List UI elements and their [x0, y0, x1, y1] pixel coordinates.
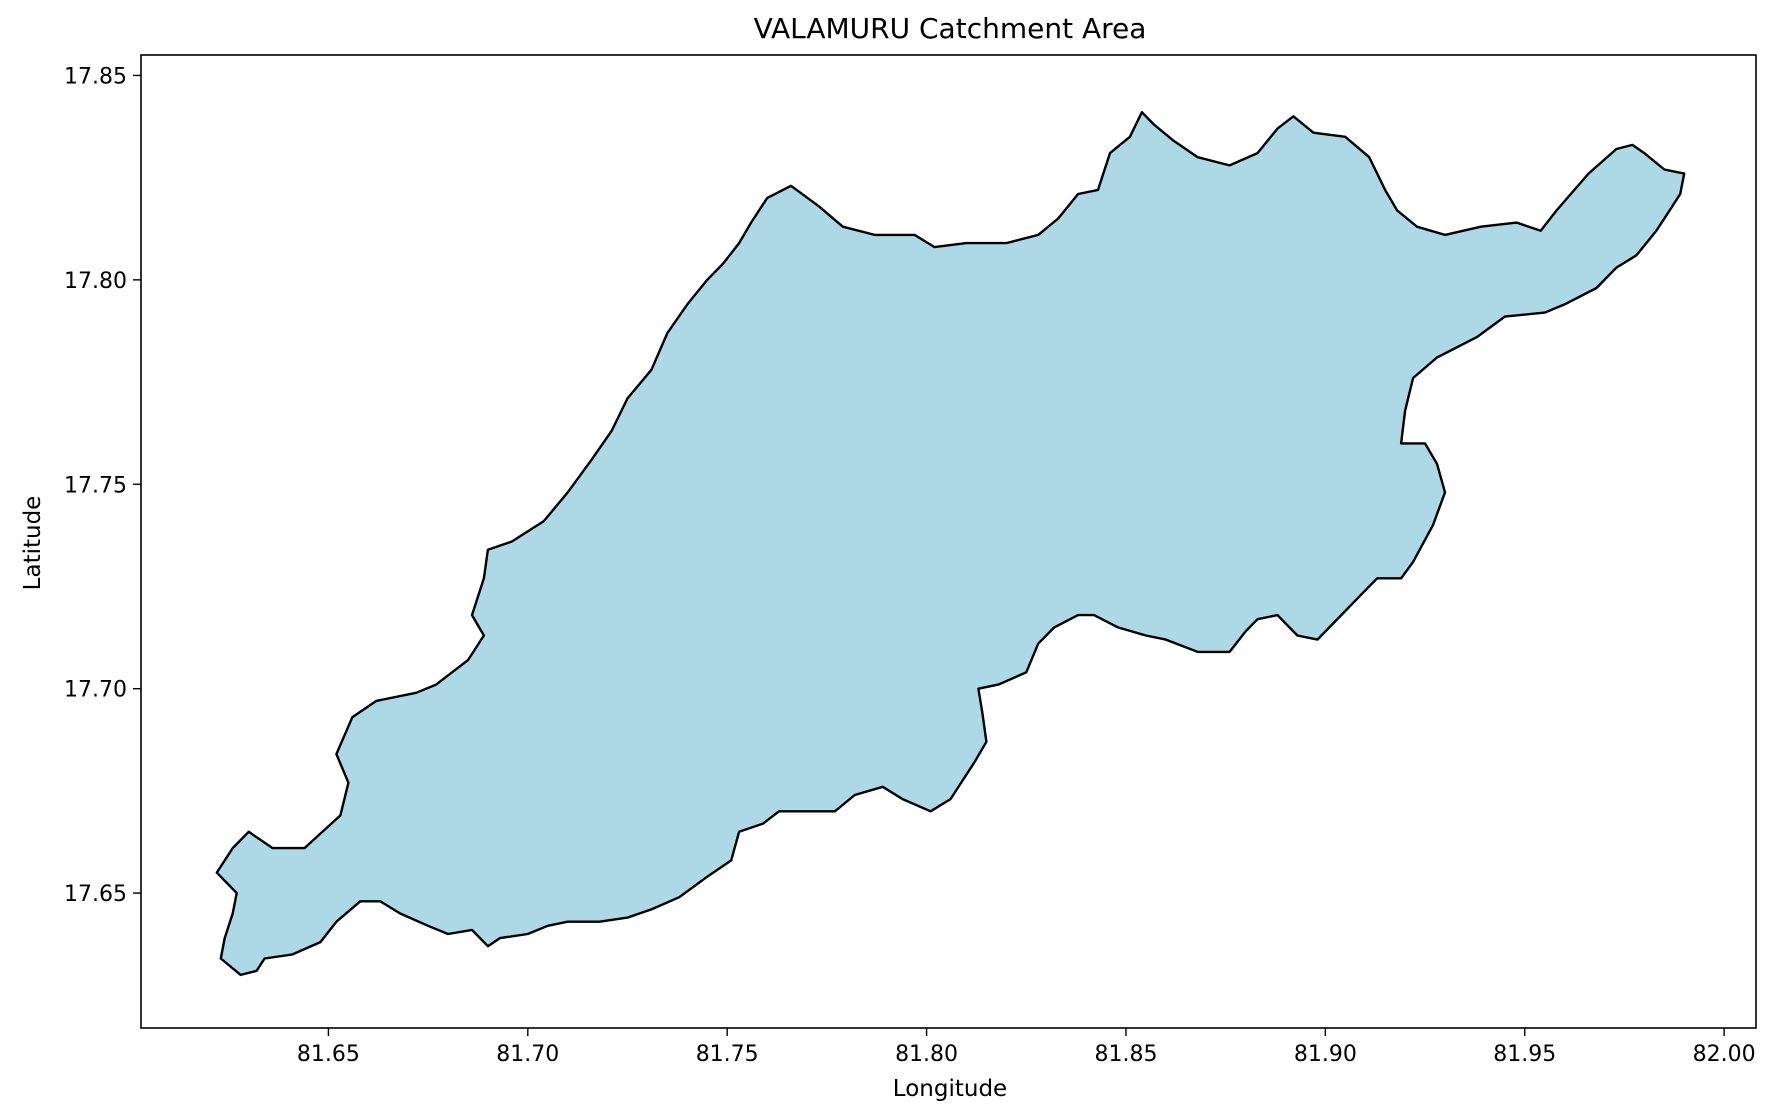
x-tick-label: 81.70	[496, 1042, 559, 1067]
y-tick-label: 17.65	[64, 882, 127, 907]
x-tick-label: 82.00	[1693, 1042, 1756, 1067]
chart-title: VALAMURU Catchment Area	[754, 12, 1147, 45]
x-tick-label: 81.80	[895, 1042, 958, 1067]
x-tick-label: 81.65	[297, 1042, 360, 1067]
y-tick-label: 17.80	[64, 269, 127, 294]
y-tick-label: 17.70	[64, 678, 127, 703]
plot-area	[140, 54, 1757, 1029]
y-axis-label: Latitude	[20, 496, 46, 591]
x-tick-label: 81.90	[1294, 1042, 1357, 1067]
y-tick-label: 17.85	[64, 64, 127, 89]
x-axis-ticks: 81.65 81.70 81.75 81.80 81.85 81.90 81.95 82.00	[297, 1028, 1756, 1067]
y-tick-label: 17.75	[64, 473, 127, 498]
axes-frame	[140, 54, 1757, 1029]
x-tick-label: 81.75	[696, 1042, 759, 1067]
x-axis-label: Longitude	[893, 1076, 1007, 1102]
x-tick-label: 81.95	[1493, 1042, 1556, 1067]
y-axis-ticks: 17.65 17.70 17.75 17.80 17.85	[64, 64, 141, 907]
x-tick-label: 81.85	[1094, 1042, 1157, 1067]
catchment-polygon	[215, 111, 1686, 977]
